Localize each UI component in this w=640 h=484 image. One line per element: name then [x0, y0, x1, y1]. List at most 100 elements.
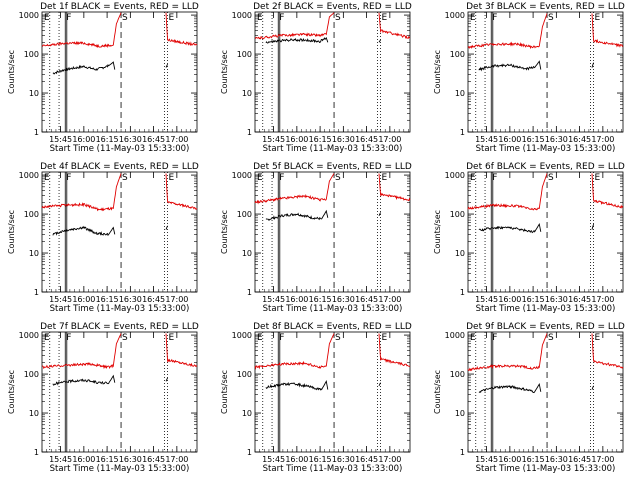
y-tick-label: 1000	[19, 331, 39, 340]
panel-det-9: Det 9f BLACK = Events, RED = LLD 1 10 100 10…	[433, 322, 625, 474]
x-tick-label: 16:00	[285, 455, 308, 464]
panel-det-2: Det 2f BLACK = Events, RED = LLD 1 10 100 10…	[220, 2, 412, 154]
x-tick-label: 16:30	[119, 135, 142, 144]
marker-label: E	[595, 13, 601, 23]
y-tick-label: 1	[460, 448, 465, 457]
events-series-line	[265, 209, 329, 222]
y-axis-label: Counts/sec	[220, 50, 229, 94]
events-series-line	[378, 212, 382, 216]
x-tick-label: 17:00	[165, 295, 188, 304]
panel-title: Det 3f BLACK = Events, RED = LLD	[466, 2, 625, 12]
x-tick-label: 15:45	[262, 455, 285, 464]
x-axis-label: Start Time (11-May-03 15:33:00)	[263, 144, 403, 154]
y-tick-label: 10	[242, 409, 252, 418]
x-axis-label: Start Time (11-May-03 15:33:00)	[263, 304, 403, 314]
y-axis-label: Counts/sec	[220, 370, 229, 414]
marker-label: F	[279, 13, 284, 23]
lld-series-line	[41, 333, 122, 370]
y-axis-label: Counts/sec	[7, 50, 16, 94]
marker-label: E	[169, 173, 175, 183]
y-tick-label: 1000	[19, 11, 39, 20]
y-tick-label: 100	[450, 50, 465, 59]
plot-frame	[254, 331, 411, 453]
x-tick-label: 16:15	[96, 455, 119, 464]
y-tick-label: 100	[237, 50, 252, 59]
lld-series-line	[378, 173, 411, 202]
events-series-line	[265, 379, 329, 391]
panel-det-5: Det 5f BLACK = Events, RED = LLD 1 10 100 10…	[220, 162, 412, 314]
corner-label: E	[257, 173, 263, 183]
panel-title: Det 1f BLACK = Events, RED = LLD	[40, 2, 199, 12]
events-series-line	[378, 382, 381, 387]
marker-label: F	[279, 333, 284, 343]
marker-label: E	[382, 333, 388, 343]
lld-series-line	[378, 12, 411, 40]
marker-label: E	[382, 173, 388, 183]
events-series-line	[52, 61, 116, 75]
x-tick-label: 16:30	[545, 455, 568, 464]
panel-det-7: Det 7f BLACK = Events, RED = LLD 1 10 100 10…	[7, 322, 199, 474]
x-tick-label: 15:45	[49, 135, 72, 144]
panel-det-8: Det 8f BLACK = Events, RED = LLD 1 10 100 10…	[220, 322, 412, 474]
x-tick-label: 16:00	[498, 295, 521, 304]
x-axis-label: Start Time (11-May-03 15:33:00)	[476, 304, 616, 314]
x-tick-label: 16:30	[545, 295, 568, 304]
y-axis-label: Counts/sec	[433, 50, 442, 94]
marker-label: S	[122, 173, 128, 183]
events-series-line	[165, 377, 169, 382]
marker-label: F	[66, 173, 71, 183]
x-tick-label: 17:00	[165, 455, 188, 464]
events-series-line	[52, 374, 116, 386]
y-tick-label: 10	[242, 89, 252, 98]
y-tick-label: 1	[247, 288, 252, 297]
marker-label: S	[548, 13, 554, 23]
x-axis-label: Start Time (11-May-03 15:33:00)	[50, 464, 190, 474]
panel-title: Det 2f BLACK = Events, RED = LLD	[253, 2, 412, 12]
x-tick-label: 16:00	[72, 295, 95, 304]
y-tick-label: 1	[247, 448, 252, 457]
y-axis-label: Counts/sec	[433, 210, 442, 254]
x-tick-label: 15:45	[262, 295, 285, 304]
x-tick-label: 16:00	[498, 455, 521, 464]
x-tick-label: 16:15	[309, 455, 332, 464]
panel-det-1: Det 1f BLACK = Events, RED = LLD 1 10 100 10…	[7, 2, 199, 154]
y-axis-label: Counts/sec	[220, 210, 229, 254]
lld-series-line	[41, 12, 122, 49]
events-series-line	[591, 62, 595, 68]
lld-series-line	[467, 13, 548, 50]
events-series-line	[165, 225, 169, 230]
corner-label: E	[470, 173, 476, 183]
plot-frame	[254, 11, 411, 133]
events-series-line	[478, 223, 542, 234]
y-tick-label: 1000	[19, 171, 39, 180]
x-axis-label: Start Time (11-May-03 15:33:00)	[50, 144, 190, 154]
panel-title: Det 4f BLACK = Events, RED = LLD	[40, 162, 199, 172]
panel-title: Det 6f BLACK = Events, RED = LLD	[466, 162, 625, 172]
y-tick-label: 1	[34, 128, 39, 137]
x-tick-label: 15:45	[49, 295, 72, 304]
x-tick-label: 16:00	[285, 295, 308, 304]
panel-title: Det 8f BLACK = Events, RED = LLD	[253, 322, 412, 332]
x-tick-label: 16:15	[522, 455, 545, 464]
y-tick-label: 100	[237, 370, 252, 379]
panel-title: Det 7f BLACK = Events, RED = LLD	[40, 322, 199, 332]
x-tick-label: 16:30	[119, 455, 142, 464]
marker-label: S	[122, 13, 128, 23]
marker-label: F	[492, 333, 497, 343]
x-tick-label: 16:15	[309, 135, 332, 144]
plot-frame	[467, 11, 624, 133]
y-tick-label: 1	[460, 288, 465, 297]
corner-label: E	[44, 173, 50, 183]
lld-series-line	[591, 333, 624, 369]
y-tick-label: 100	[24, 370, 39, 379]
x-tick-label: 16:15	[522, 135, 545, 144]
x-tick-label: 16:30	[545, 135, 568, 144]
marker-label: E	[169, 13, 175, 23]
corner-label: E	[257, 333, 263, 343]
x-tick-label: 16:45	[355, 455, 378, 464]
y-axis-label: Counts/sec	[7, 210, 16, 254]
marker-label: F	[66, 333, 71, 343]
lld-series-line	[591, 13, 624, 48]
x-tick-label: 15:45	[475, 455, 498, 464]
